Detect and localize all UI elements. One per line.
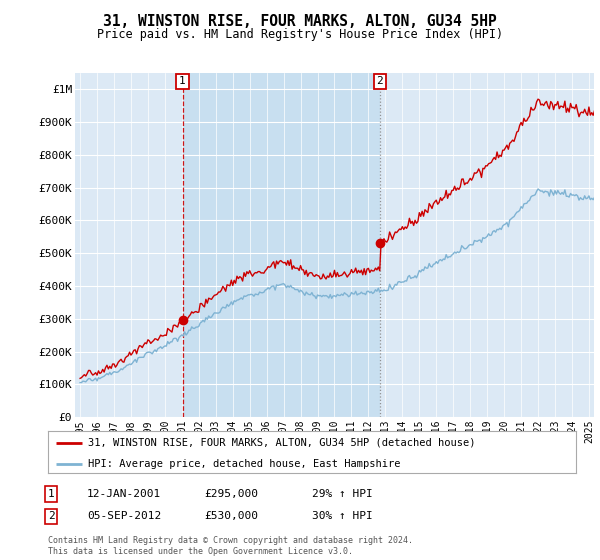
Text: Contains HM Land Registry data © Crown copyright and database right 2024.
This d: Contains HM Land Registry data © Crown c… — [48, 536, 413, 556]
Bar — [182, 73, 380, 417]
Text: 30% ↑ HPI: 30% ↑ HPI — [312, 511, 373, 521]
Text: 2: 2 — [376, 76, 383, 86]
Text: £530,000: £530,000 — [204, 511, 258, 521]
Text: 31, WINSTON RISE, FOUR MARKS, ALTON, GU34 5HP (detached house): 31, WINSTON RISE, FOUR MARKS, ALTON, GU3… — [88, 438, 475, 448]
Text: £295,000: £295,000 — [204, 489, 258, 499]
Text: 05-SEP-2012: 05-SEP-2012 — [87, 511, 161, 521]
Text: 29% ↑ HPI: 29% ↑ HPI — [312, 489, 373, 499]
Text: 1: 1 — [47, 489, 55, 499]
Text: 12-JAN-2001: 12-JAN-2001 — [87, 489, 161, 499]
Text: 2: 2 — [47, 511, 55, 521]
Text: 31, WINSTON RISE, FOUR MARKS, ALTON, GU34 5HP: 31, WINSTON RISE, FOUR MARKS, ALTON, GU3… — [103, 14, 497, 29]
Text: 1: 1 — [179, 76, 186, 86]
Text: HPI: Average price, detached house, East Hampshire: HPI: Average price, detached house, East… — [88, 459, 400, 469]
Text: Price paid vs. HM Land Registry's House Price Index (HPI): Price paid vs. HM Land Registry's House … — [97, 28, 503, 41]
